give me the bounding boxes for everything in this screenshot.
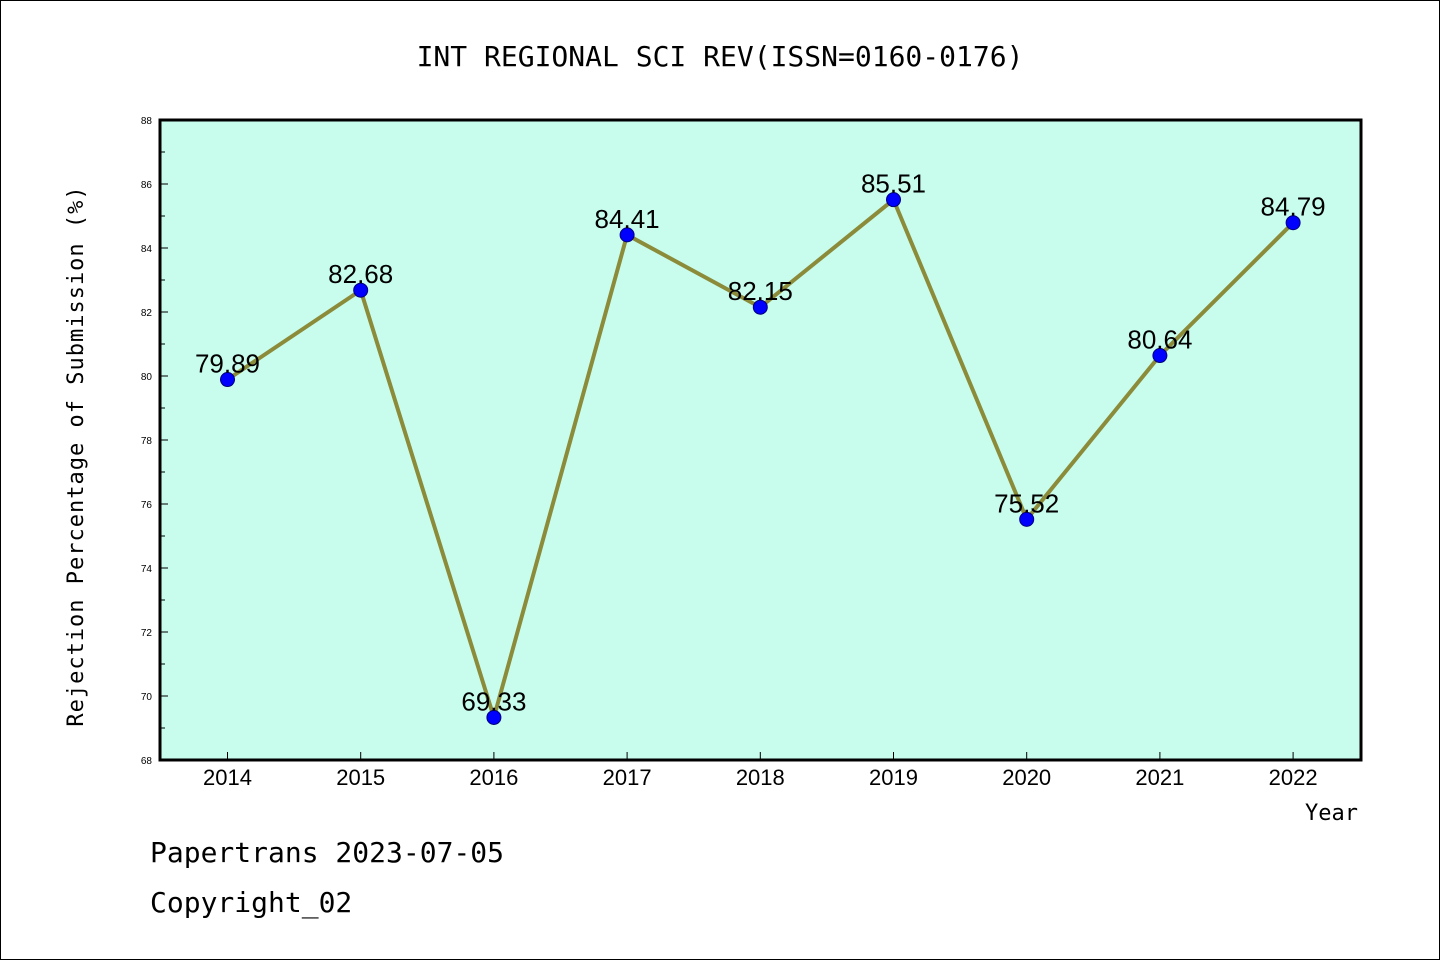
data-point [353, 282, 369, 298]
y-tick-label: 76 [141, 500, 153, 511]
data-label: 82.15 [728, 276, 793, 306]
x-tick-label: 2014 [203, 765, 252, 790]
y-tick-label: 70 [141, 692, 153, 703]
data-label: 69.33 [461, 686, 526, 716]
y-tick-label: 88 [141, 116, 153, 127]
x-tick-label: 2017 [603, 765, 652, 790]
y-tick-label: 74 [141, 564, 153, 575]
y-tick-label: 72 [141, 628, 153, 639]
footer-copyright: Copyright_02 [150, 886, 353, 919]
series-points [220, 192, 1301, 725]
data-point [1152, 348, 1168, 364]
y-tick-label: 78 [141, 436, 153, 447]
y-tick-label: 80 [141, 372, 153, 383]
data-label: 84.79 [1261, 192, 1326, 222]
x-tick-label: 2021 [1135, 765, 1184, 790]
x-tick-label: 2022 [1269, 765, 1318, 790]
x-tick-label: 2015 [336, 765, 385, 790]
data-label: 85.51 [861, 169, 926, 199]
y-tick-label: 84 [141, 244, 153, 255]
y-tick-label: 68 [141, 756, 153, 767]
x-tick-label: 2020 [1002, 765, 1051, 790]
data-point [1285, 215, 1301, 231]
data-point [752, 299, 768, 315]
data-point [486, 709, 502, 725]
x-tick-label: 2016 [469, 765, 518, 790]
footer-date: Papertrans 2023-07-05 [150, 836, 505, 869]
data-labels: 79.89 82.68 69.33 84.41 82.15 85.51 75.52 80.64… [195, 169, 1326, 717]
x-tick-label: 2019 [869, 765, 918, 790]
chart-title: INT REGIONAL SCI REV(ISSN=0160-0176) [417, 40, 1024, 73]
data-point [619, 227, 635, 243]
data-point [886, 192, 901, 208]
y-tick-label: 86 [141, 180, 153, 191]
x-tick-label: 2018 [736, 765, 785, 790]
y-axis: 68 70 72 74 76 78 80 82 84 86 88 [141, 116, 168, 767]
data-label: 80.64 [1127, 325, 1192, 355]
plot-area [158, 118, 1363, 762]
data-label: 75.52 [994, 488, 1059, 518]
y-tick-label: 82 [141, 308, 153, 319]
data-label: 84.41 [595, 204, 660, 234]
y-axis-label: Rejection Percentage of Submission (%) [64, 185, 89, 726]
x-axis: 2014 2015 2016 2017 2018 2019 2020 2021 2022 [203, 752, 1318, 790]
data-label: 82.68 [328, 259, 393, 289]
data-label: 79.89 [195, 349, 260, 379]
data-point [1019, 511, 1035, 527]
data-point [220, 372, 235, 388]
x-axis-label: Year [1305, 801, 1358, 826]
